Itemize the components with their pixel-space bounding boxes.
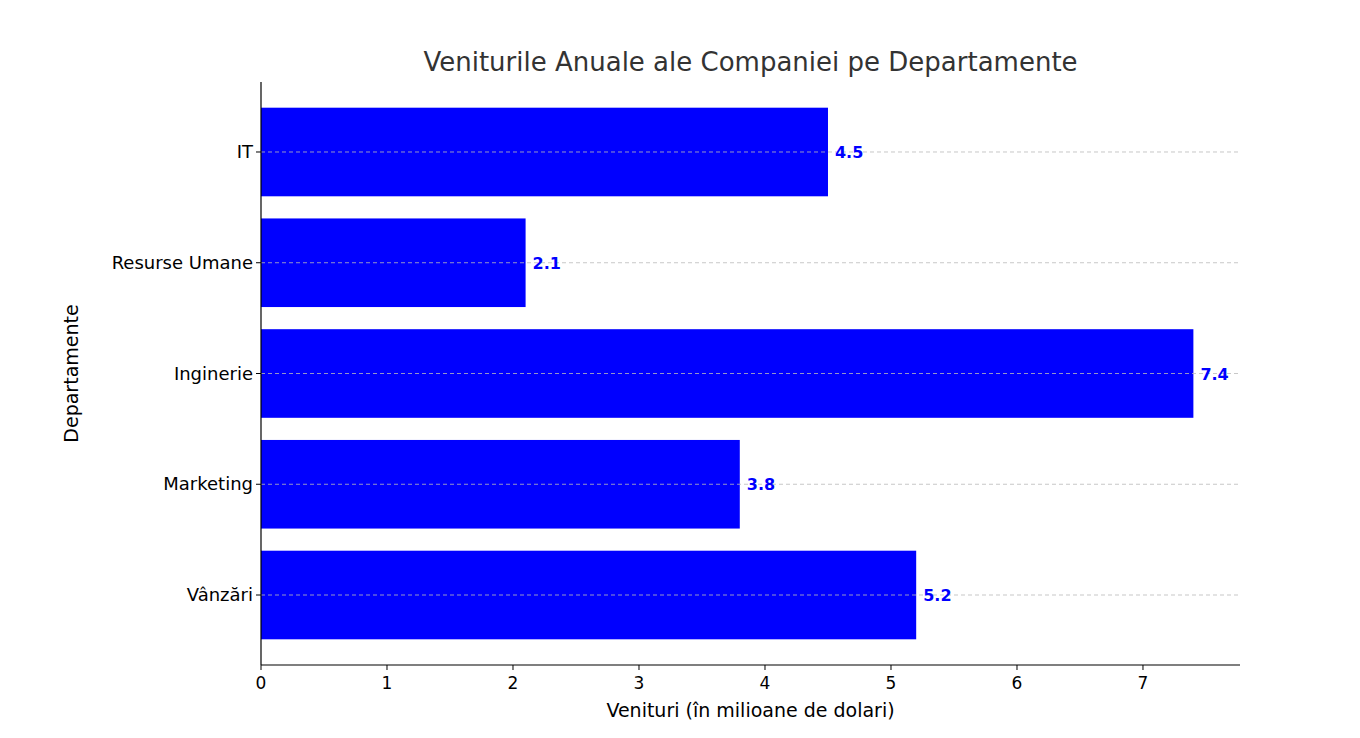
- x-axis-label: Venituri (în milioane de dolari): [606, 699, 894, 721]
- x-tick: [1016, 665, 1017, 670]
- x-tick-label: 5: [886, 673, 897, 693]
- x-tick: [890, 665, 891, 670]
- y-tick: [256, 373, 261, 374]
- data-label: 5.2: [923, 586, 951, 605]
- y-tick-label: Resurse Umane: [112, 252, 253, 273]
- y-tick: [256, 262, 261, 263]
- y-tick: [256, 151, 261, 152]
- grid: [261, 152, 1240, 595]
- x-tick-label: 2: [508, 673, 519, 693]
- x-tick-label: 7: [1138, 673, 1149, 693]
- grid-line: [261, 262, 1240, 263]
- x-tick: [638, 665, 639, 670]
- y-tick-label: Inginerie: [174, 363, 253, 384]
- data-label: 3.8: [747, 475, 775, 494]
- grid-line: [261, 151, 1240, 152]
- data-label: 4.5: [835, 143, 863, 162]
- x-tick: [261, 665, 262, 670]
- chart-title: Veniturile Anuale ale Companiei pe Depar…: [423, 47, 1077, 77]
- grid-line: [261, 373, 1240, 374]
- data-label: 7.4: [1200, 365, 1228, 384]
- y-axis-label: Departamente: [60, 304, 82, 442]
- y-tick-label: IT: [237, 141, 254, 162]
- grid-line: [261, 595, 1240, 596]
- chart-svg: Veniturile Anuale ale Companiei pe Depar…: [0, 0, 1360, 738]
- x-tick-label: 0: [256, 673, 267, 693]
- x-tick: [1142, 665, 1143, 670]
- x-tick: [512, 665, 513, 670]
- x-tick: [764, 665, 765, 670]
- x-tick-label: 6: [1012, 673, 1023, 693]
- y-tick: [256, 595, 261, 596]
- y-tick-label: Vânzări: [187, 584, 253, 605]
- data-label: 2.1: [533, 254, 561, 273]
- x-tick: [386, 665, 387, 670]
- x-tick-label: 3: [634, 673, 645, 693]
- x-tick-label: 1: [382, 673, 393, 693]
- y-tick-label: Marketing: [163, 473, 253, 494]
- x-axis-line: [261, 664, 1240, 665]
- x-tick-label: 4: [760, 673, 771, 693]
- y-tick: [256, 484, 261, 485]
- chart-container: Veniturile Anuale ale Companiei pe Depar…: [0, 0, 1360, 738]
